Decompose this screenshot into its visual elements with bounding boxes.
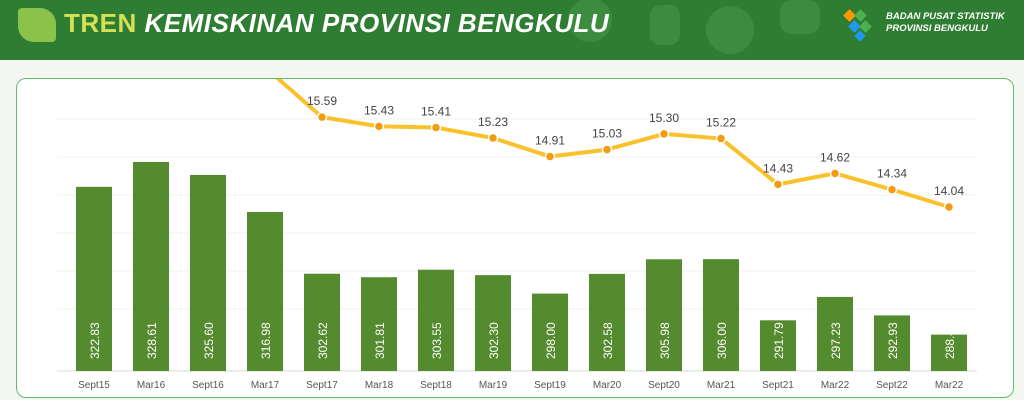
bar-14	[874, 315, 910, 371]
decorative-pattern	[568, 0, 820, 54]
line-point-9	[601, 144, 613, 155]
bar-9	[589, 273, 625, 371]
line-point-8	[544, 151, 556, 162]
poverty-trend-chart: 322.83 Sept15 328.61 Mar16 325.60 Sept16 316.9…	[57, 79, 977, 391]
title-rest: KEMISKINAN PROVINSI BENGKULU	[144, 8, 610, 38]
line-label-11: 15.22	[706, 116, 736, 130]
line-label-10: 15.30	[649, 111, 679, 125]
bar-label-12: 291.79	[772, 322, 786, 359]
line-point-6	[430, 122, 442, 133]
bar-2	[190, 174, 226, 371]
bar-0	[76, 186, 112, 371]
bps-brand: BADAN PUSAT STATISTIK PROVINSI BENGKULU	[842, 8, 1017, 42]
line-point-10	[658, 128, 670, 140]
bar-label-0: 322.83	[88, 322, 102, 359]
bar-label-4: 302.62	[316, 322, 330, 359]
x-tick-label-6: Sept18	[420, 380, 452, 391]
line-point-11	[715, 133, 727, 144]
bar-label-6: 303.55	[430, 322, 444, 359]
org-name-line2: PROVINSI BENGKULU	[886, 23, 988, 34]
x-tick-label-1: Mar16	[137, 380, 166, 391]
org-name-line1: BADAN PUSAT STATISTIK	[886, 11, 1005, 22]
line-point-4	[316, 111, 328, 123]
bar-11	[703, 259, 739, 371]
x-tick-label-11: Mar21	[707, 380, 736, 391]
bar-3	[247, 211, 283, 371]
x-tick-label-8: Sept19	[534, 380, 566, 391]
line-label-14: 14.34	[877, 167, 907, 181]
bar-label-15: 288.46	[943, 322, 957, 359]
percentage-line	[275, 79, 951, 209]
line-point-12	[772, 179, 784, 190]
bar-label-8: 298.00	[544, 322, 558, 359]
bar-1	[133, 161, 169, 371]
line-label-6: 15.41	[421, 105, 451, 119]
line-label-13: 14.62	[820, 150, 850, 164]
bar-4	[304, 273, 340, 371]
bar-label-1: 328.61	[145, 322, 159, 359]
line-point-15	[943, 201, 955, 213]
x-tick-label-9: Mar20	[593, 380, 622, 391]
title-accent: TREN	[64, 8, 137, 38]
bar-label-9: 302.58	[601, 322, 615, 359]
bar-6	[418, 269, 454, 371]
x-tick-label-2: Sept16	[192, 380, 224, 391]
page-title: TREN KEMISKINAN PROVINSI BENGKULU	[64, 8, 609, 39]
bar-13	[817, 296, 853, 371]
bar-label-3: 316.98	[259, 322, 273, 359]
chart-card: 322.83 Sept15 328.61 Mar16 325.60 Sept16 316.9…	[16, 78, 1014, 398]
bar-label-10: 305.98	[658, 322, 672, 359]
bar-label-14: 292.93	[886, 322, 900, 359]
x-tick-label-12: Sept21	[762, 380, 794, 391]
line-label-5: 15.43	[364, 103, 394, 117]
line-label-4: 15.59	[307, 94, 337, 108]
x-tick-label-5: Mar18	[365, 380, 394, 391]
x-tick-label-7: Mar19	[479, 380, 508, 391]
bar-label-13: 297.23	[829, 322, 843, 359]
leaf-logo-icon	[18, 8, 56, 42]
line-point-14	[886, 184, 898, 195]
bar-label-5: 301.81	[373, 322, 387, 359]
bar-12	[760, 320, 796, 371]
bar-15	[931, 334, 967, 371]
line-point-13	[829, 168, 841, 179]
line-label-7: 15.23	[478, 115, 508, 129]
x-tick-label-15: Mar22	[935, 380, 964, 391]
x-tick-label-4: Sept17	[306, 380, 338, 391]
x-tick-label-13: Mar22	[821, 380, 850, 391]
line-point-5	[373, 121, 385, 132]
line-label-8: 14.91	[535, 134, 565, 148]
bar-label-11: 306.00	[715, 322, 729, 359]
line-point-7	[487, 132, 499, 144]
header-banner: TREN KEMISKINAN PROVINSI BENGKULU BADAN …	[0, 0, 1024, 60]
bar-7	[475, 275, 511, 371]
bar-label-2: 325.60	[202, 322, 216, 359]
line-label-12: 14.43	[763, 161, 793, 175]
x-tick-label-0: Sept15	[78, 380, 110, 391]
x-tick-label-14: Sept22	[876, 380, 908, 391]
bar-label-7: 302.30	[487, 322, 501, 359]
bps-logo-icon	[843, 9, 872, 42]
bar-8	[532, 293, 568, 371]
line-label-15: 14.04	[934, 184, 964, 198]
bar-10	[646, 259, 682, 371]
x-tick-label-3: Mar17	[251, 380, 280, 391]
line-label-9: 15.03	[592, 127, 622, 141]
x-tick-label-10: Sept20	[648, 380, 680, 391]
bar-5	[361, 277, 397, 371]
